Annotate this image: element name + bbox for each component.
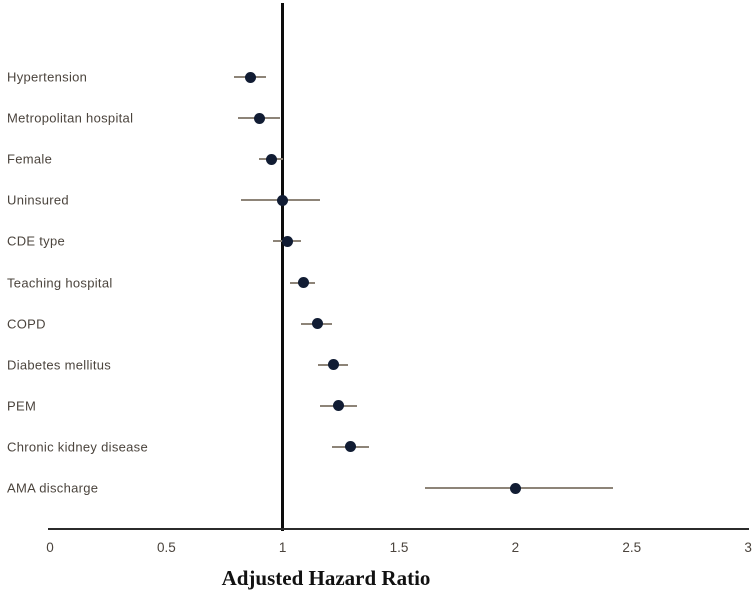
x-tick-label: 2.5	[622, 540, 642, 555]
category-label: Female	[7, 151, 53, 167]
point-marker	[244, 71, 256, 83]
category-label: CDE type	[7, 233, 66, 249]
x-tick-label: 2	[511, 540, 520, 555]
point-marker	[281, 235, 293, 247]
point-marker	[253, 112, 265, 124]
category-label: Chronic kidney disease	[7, 439, 149, 455]
category-label: PEM	[7, 398, 37, 414]
point-marker	[265, 153, 277, 165]
x-axis-line	[48, 528, 750, 530]
point-marker	[298, 277, 310, 288]
x-axis-title: Adjusted Hazard Ratio	[221, 566, 431, 590]
point-marker	[344, 441, 356, 453]
x-tick-label: 0.5	[156, 540, 176, 555]
category-label: Diabetes mellitus	[7, 357, 112, 373]
x-tick-label: 1	[278, 540, 287, 555]
category-label: Hypertension	[7, 69, 88, 85]
point-marker	[333, 400, 345, 412]
x-tick-label: 1.5	[389, 540, 409, 555]
reference-line	[281, 3, 285, 531]
point-marker	[312, 318, 324, 330]
x-tick-label: 3	[744, 540, 752, 555]
category-label: Teaching hospital	[7, 275, 113, 290]
category-label: Metropolitan hospital	[7, 110, 134, 126]
category-label: COPD	[7, 316, 46, 332]
category-label: AMA discharge	[7, 480, 99, 496]
point-marker	[277, 194, 289, 206]
category-label: Uninsured	[7, 192, 69, 208]
point-marker	[328, 359, 340, 371]
point-marker	[509, 482, 521, 494]
x-tick-label: 0	[46, 540, 54, 555]
